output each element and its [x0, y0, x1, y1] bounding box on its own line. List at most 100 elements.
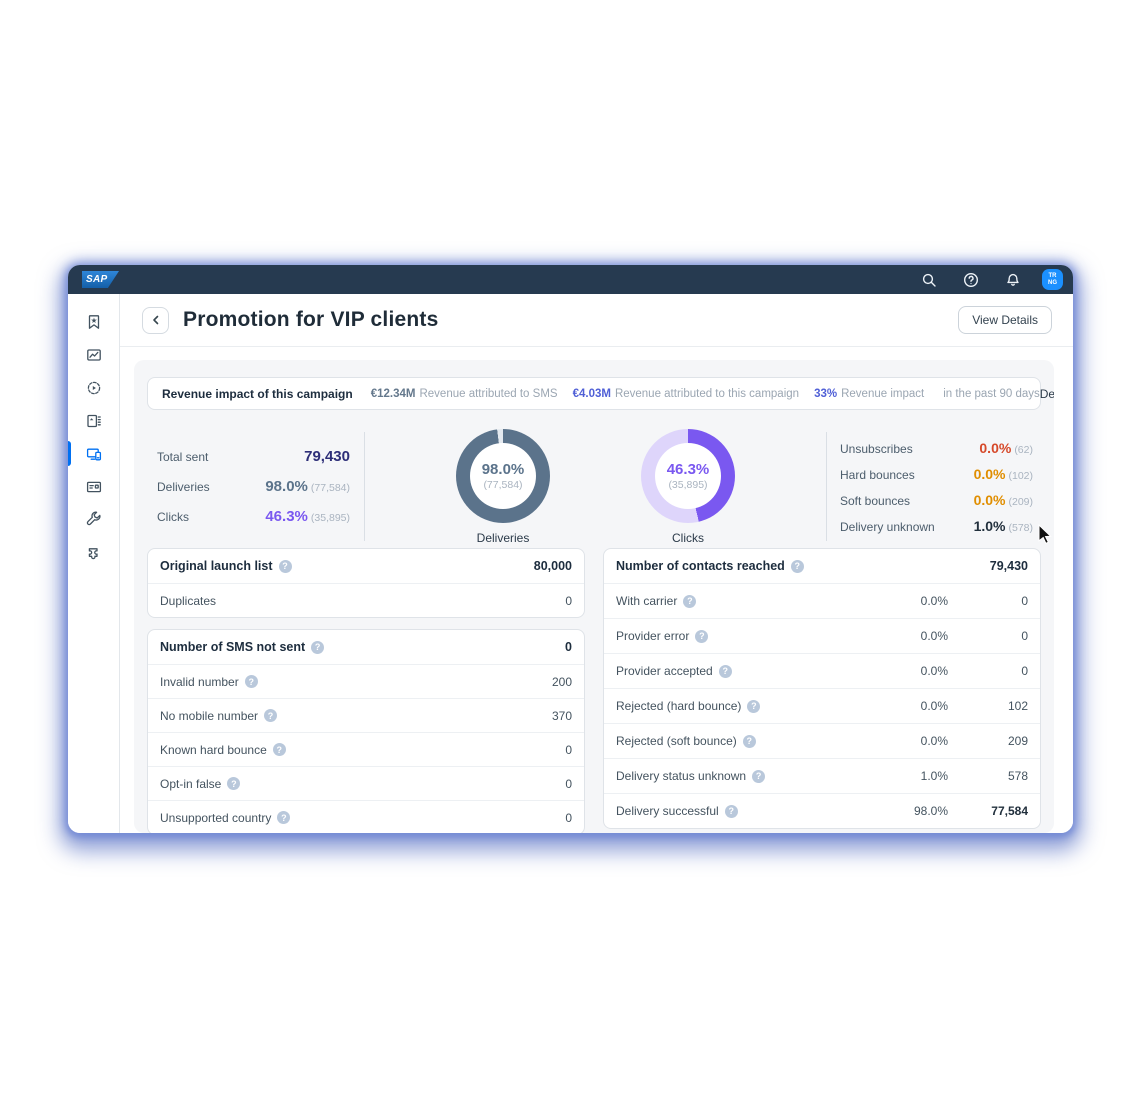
row-count: 0 — [1021, 664, 1028, 678]
row-count: 0 — [1021, 629, 1028, 643]
stat-hard-bounces: Hard bounces 0.0% (102) — [840, 466, 1033, 482]
help-icon[interactable]: ? — [747, 699, 761, 713]
stat-value: 1.0% — [973, 517, 1006, 534]
row-percent: 0.0% — [920, 594, 948, 608]
donut-center-value: 46.3% — [666, 460, 710, 478]
help-icon[interactable]: ? — [244, 675, 258, 688]
row-value: 0 — [565, 776, 572, 791]
clicks-donut-ring: 46.3% (35,895) — [641, 428, 735, 523]
help-icon[interactable]: ? — [742, 734, 756, 748]
stat-label: Hard bounces — [840, 467, 915, 482]
analytics-chart-icon — [86, 348, 101, 361]
help-icon[interactable]: ? — [718, 664, 732, 678]
channels-devices-icon — [86, 448, 101, 460]
stat-label: Soft bounces — [840, 493, 911, 508]
bookmark-star-icon: ★ — [88, 314, 99, 329]
help-icon[interactable]: ? — [227, 777, 241, 790]
row-value: 0 — [565, 810, 572, 825]
summary-band: Total sent 79,430 Deliveries 98.0% (77,58… — [147, 420, 1041, 545]
stat-value: 98.0% — [265, 478, 308, 495]
back-button[interactable] — [142, 306, 169, 334]
row-label: Rejected (hard bounce) — [616, 699, 742, 713]
stat-value: 46.3% — [265, 508, 308, 525]
sidebar: ★ — [68, 294, 120, 833]
clicks-donut: 46.3% (35,895) Clicks — [641, 428, 735, 545]
help-icon[interactable]: ? — [277, 811, 291, 824]
sidebar-item-tools[interactable] — [68, 503, 120, 536]
help-icon[interactable]: ? — [695, 629, 709, 643]
row-label: Delivery successful — [616, 804, 719, 818]
revenue-impact-value: 33% — [814, 387, 838, 400]
sidebar-item-addons[interactable] — [68, 536, 120, 569]
view-details-button[interactable]: View Details — [958, 306, 1052, 334]
table-row: Provider error? 0.0% 0 — [604, 618, 1040, 653]
revenue-campaign-label: Revenue attributed to this campaign — [614, 387, 800, 400]
row-count: 578 — [1007, 769, 1028, 783]
detail-tables: Original launch list? 80,000 Duplicates … — [147, 548, 1041, 833]
sidebar-item-bookmarks[interactable]: ★ — [68, 305, 120, 338]
row-count: 102 — [1007, 699, 1028, 713]
deliveries-donut: 98.0% (77,584) Deliveries — [456, 428, 550, 545]
row-label: Rejected (soft bounce) — [616, 734, 737, 748]
row-percent: 0.0% — [920, 699, 948, 713]
row-value: 0 — [565, 742, 572, 757]
addons-puzzle-icon — [88, 547, 98, 559]
help-icon[interactable]: ? — [752, 769, 766, 783]
revenue-metric-sms: €12.34M Revenue attributed to SMS — [371, 388, 558, 400]
page-title: Promotion for VIP clients — [183, 308, 439, 331]
details-dropdown[interactable]: Details — [1040, 387, 1054, 401]
stat-label: Unsubscribes — [840, 441, 913, 456]
help-icon[interactable]: ? — [311, 640, 325, 654]
revenue-bar-title: Revenue impact of this campaign — [162, 386, 353, 401]
table-row: Unsupported country? 0 — [148, 800, 584, 833]
details-label: Details — [1039, 386, 1054, 401]
sap-logo-text: SAP — [86, 274, 108, 285]
row-percent: 98.0% — [913, 804, 948, 818]
table-header-row: Number of SMS not sent? 0 — [148, 630, 584, 664]
help-icon[interactable]: ? — [790, 559, 804, 573]
stat-deliveries: Deliveries 98.0% (77,584) — [157, 478, 350, 495]
notifications-bell-icon[interactable] — [1000, 269, 1026, 291]
table-header-value: 79,430 — [989, 559, 1028, 573]
sidebar-item-automation[interactable] — [68, 371, 120, 404]
stat-unsubscribes: Unsubscribes 0.0% (62) — [840, 440, 1033, 456]
donut-label: Clicks — [672, 530, 704, 545]
donut-center-sub: (77,584) — [483, 478, 523, 491]
row-label: Provider error — [616, 629, 690, 643]
stat-clicks: Clicks 46.3% (35,895) — [157, 508, 350, 525]
donut-center-sub: (35,895) — [668, 478, 708, 491]
stat-sub: (209) — [1008, 495, 1033, 508]
help-icon[interactable]: ? — [683, 594, 697, 608]
stat-value: 0.0% — [973, 491, 1006, 508]
help-icon[interactable]: ? — [264, 709, 278, 722]
revenue-metric-impact: 33% Revenue impact — [814, 388, 924, 400]
revenue-sms-value: €12.34M — [370, 387, 416, 400]
help-icon[interactable] — [958, 269, 984, 291]
row-label: No mobile number — [160, 708, 259, 723]
stat-label: Total sent — [157, 450, 209, 464]
stat-sub: (35,895) — [310, 512, 350, 524]
contacts-reached-table: Number of contacts reached? 79,430 With … — [603, 548, 1041, 829]
left-column: Original launch list? 80,000 Duplicates … — [147, 548, 585, 833]
sidebar-item-analytics[interactable] — [68, 338, 120, 371]
help-icon[interactable]: ? — [272, 743, 286, 756]
row-percent: 0.0% — [920, 734, 948, 748]
row-label: Provider accepted — [616, 664, 713, 678]
user-avatar[interactable]: TR NG — [1042, 269, 1063, 290]
sidebar-item-channels[interactable] — [68, 437, 120, 470]
avatar-initials-bottom: NG — [1048, 279, 1057, 286]
row-label: Opt-in false — [160, 776, 222, 791]
summary-right: Unsubscribes 0.0% (62) Hard bounces 0.0%(… — [827, 430, 1033, 543]
row-label: Unsupported country — [160, 810, 272, 825]
sidebar-item-content[interactable] — [68, 404, 120, 437]
help-icon[interactable]: ? — [724, 804, 738, 818]
sidebar-item-contacts[interactable] — [68, 470, 120, 503]
stat-delivery-unknown: Delivery unknown 1.0% (578) — [840, 518, 1033, 534]
search-icon[interactable] — [916, 269, 942, 291]
row-percent: 0.0% — [920, 664, 948, 678]
avatar-initials-top: TR — [1048, 272, 1057, 279]
stat-sub: (62) — [1014, 443, 1033, 456]
row-count: 0 — [1021, 594, 1028, 608]
help-icon[interactable]: ? — [278, 559, 292, 573]
revenue-impact-label: Revenue impact — [841, 387, 925, 400]
